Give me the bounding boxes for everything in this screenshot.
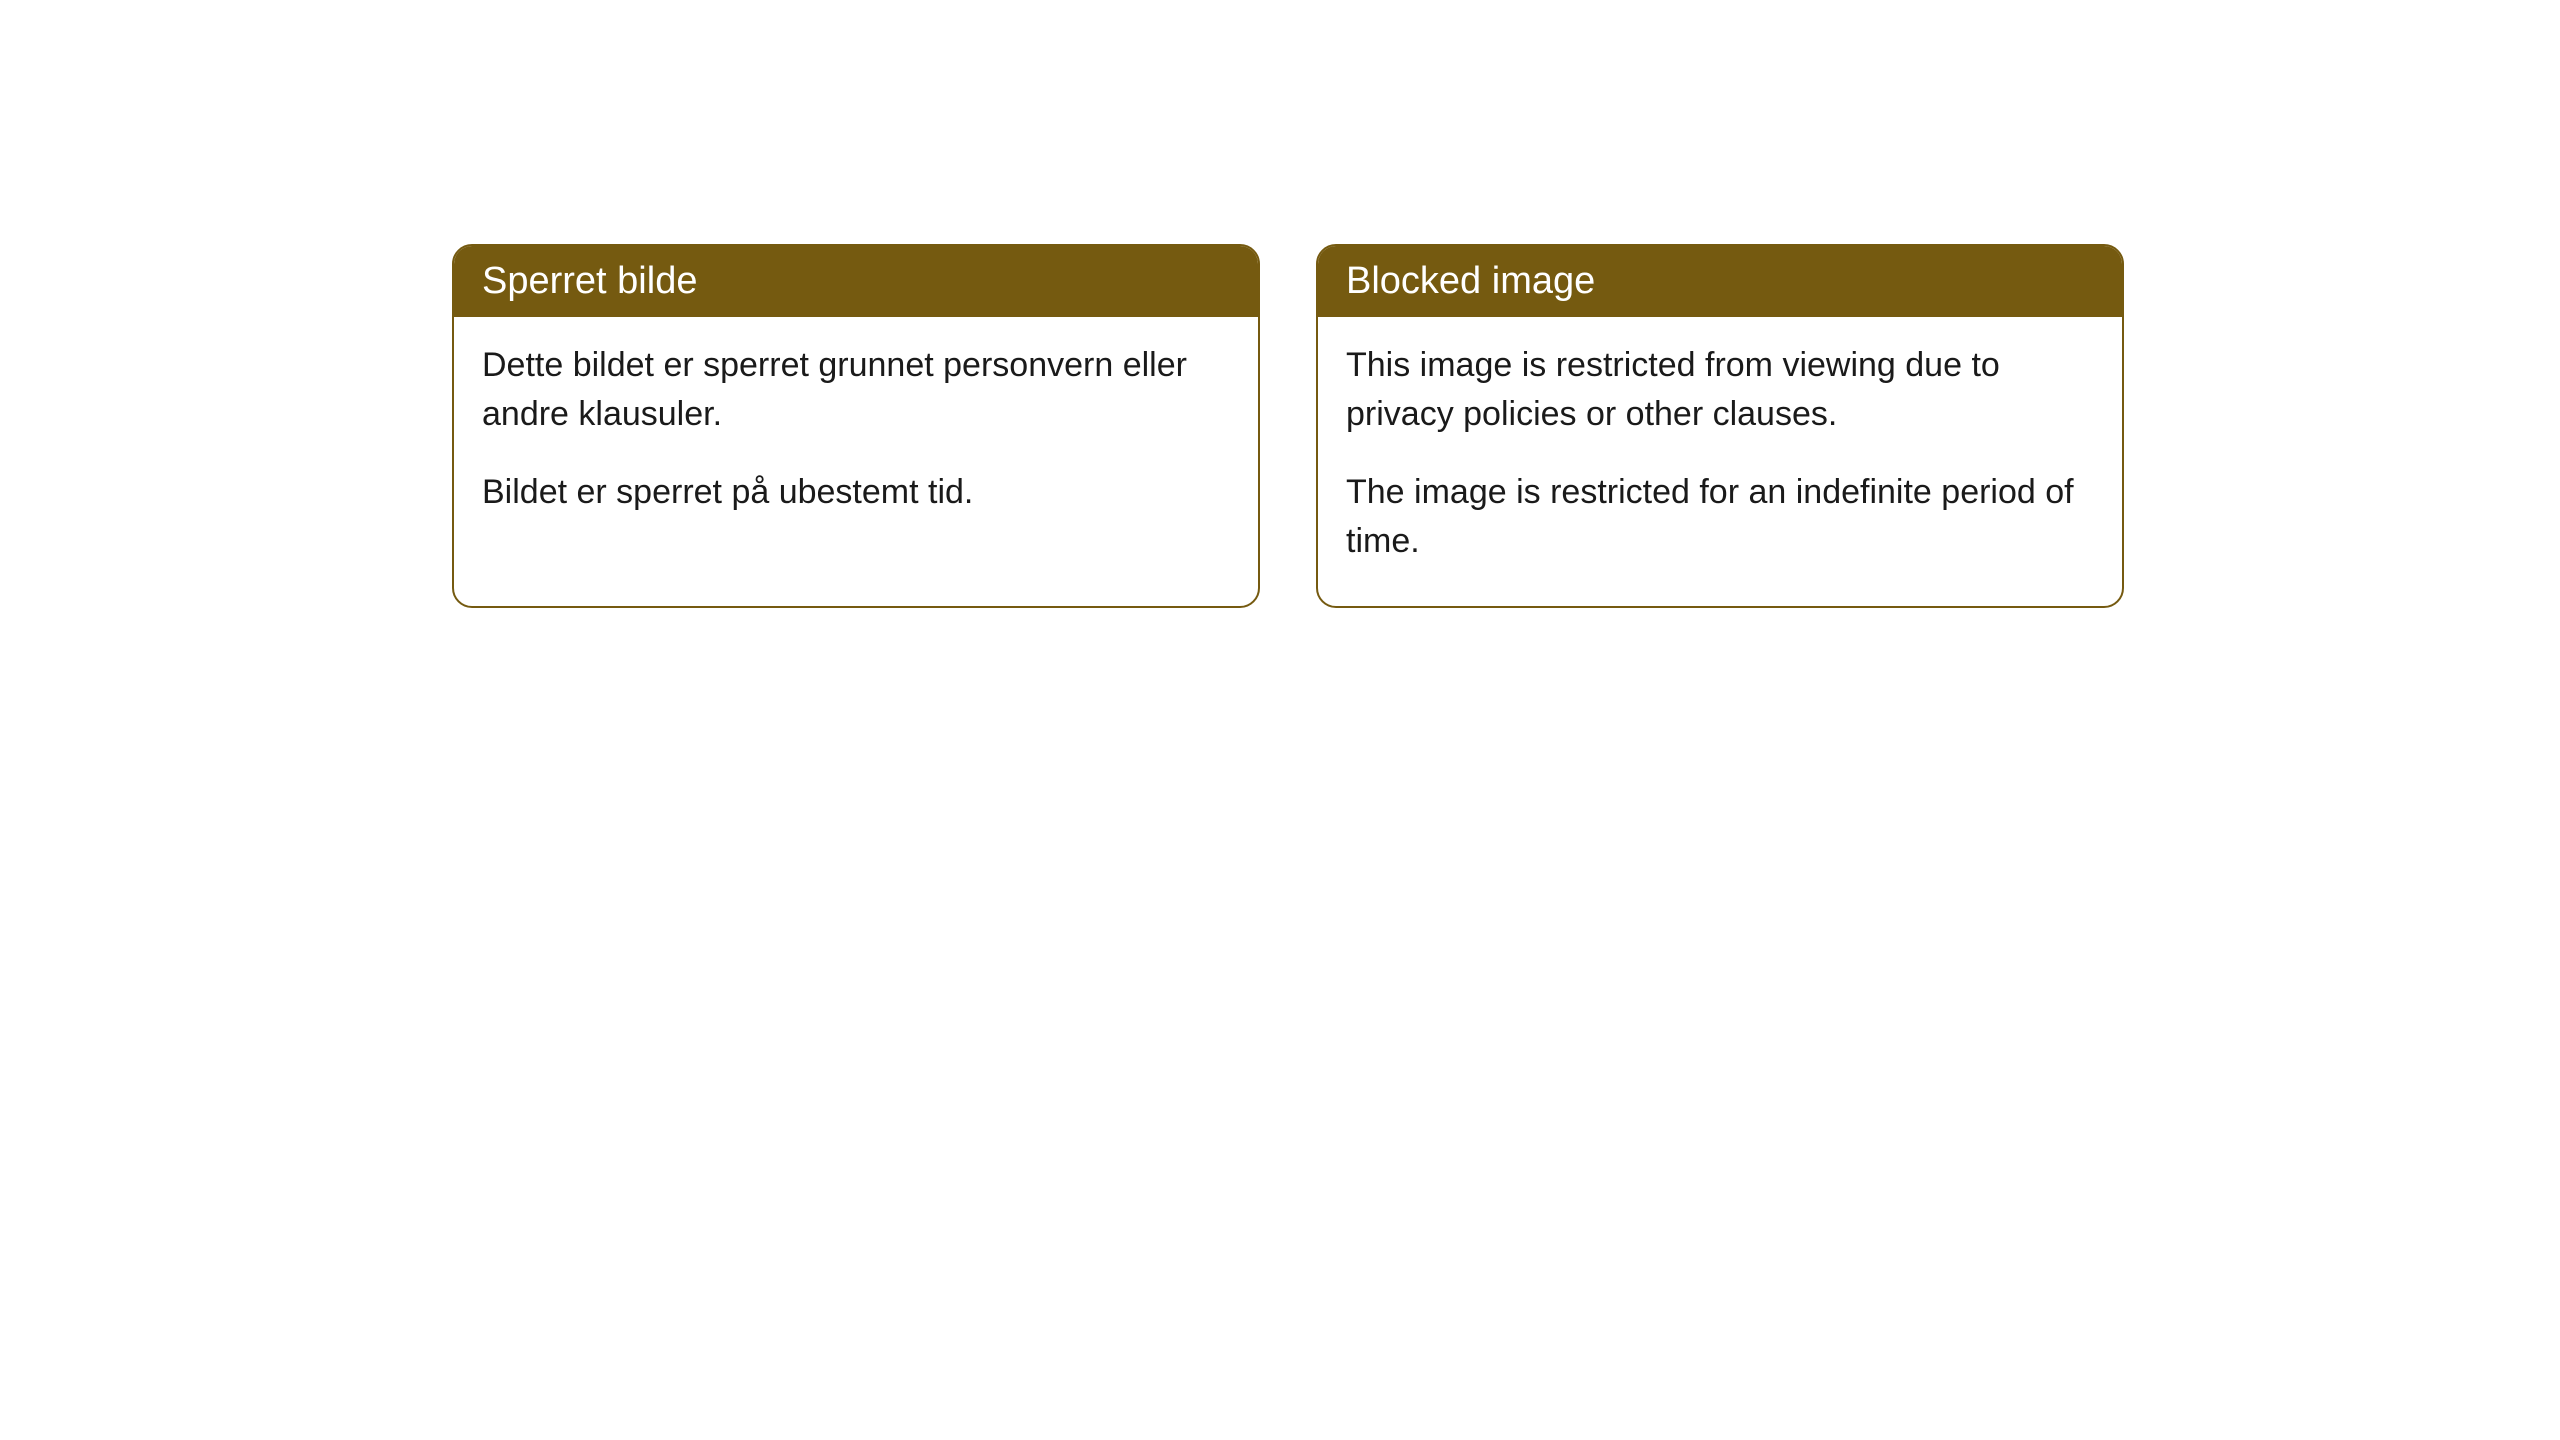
card-header: Sperret bilde xyxy=(454,246,1258,317)
card-paragraph-1: This image is restricted from viewing du… xyxy=(1346,341,2094,440)
card-body: This image is restricted from viewing du… xyxy=(1318,317,2122,606)
card-paragraph-2: The image is restricted for an indefinit… xyxy=(1346,468,2094,567)
card-title: Sperret bilde xyxy=(482,260,697,302)
card-paragraph-1: Dette bildet er sperret grunnet personve… xyxy=(482,341,1230,440)
card-paragraph-2: Bildet er sperret på ubestemt tid. xyxy=(482,468,1230,517)
card-header: Blocked image xyxy=(1318,246,2122,317)
blocked-image-card-english: Blocked image This image is restricted f… xyxy=(1316,244,2124,608)
card-body: Dette bildet er sperret grunnet personve… xyxy=(454,317,1258,557)
cards-container: Sperret bilde Dette bildet er sperret gr… xyxy=(452,244,2124,608)
blocked-image-card-norwegian: Sperret bilde Dette bildet er sperret gr… xyxy=(452,244,1260,608)
card-title: Blocked image xyxy=(1346,260,1595,302)
